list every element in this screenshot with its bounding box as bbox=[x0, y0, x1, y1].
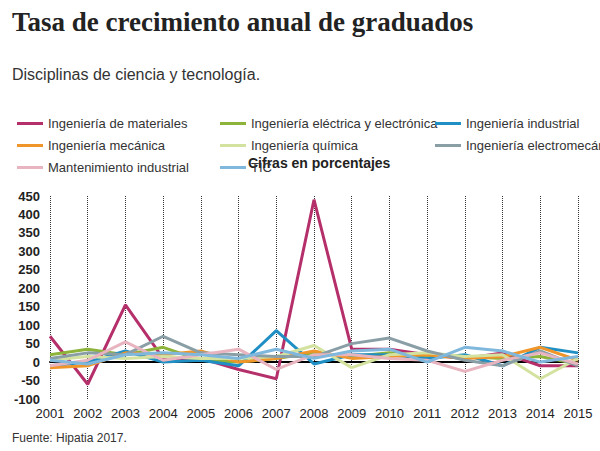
svg-text:400: 400 bbox=[18, 207, 40, 222]
svg-text:Ingeniería de materiales: Ingeniería de materiales bbox=[48, 116, 188, 131]
svg-text:Ingeniería electromecánica: Ingeniería electromecánica bbox=[466, 138, 600, 153]
svg-text:2011: 2011 bbox=[413, 406, 441, 421]
svg-text:2009: 2009 bbox=[337, 406, 366, 421]
svg-text:2004: 2004 bbox=[149, 406, 178, 421]
svg-text:2008: 2008 bbox=[300, 406, 329, 421]
svg-text:0: 0 bbox=[33, 355, 40, 370]
svg-text:2006: 2006 bbox=[224, 406, 253, 421]
svg-text:2001: 2001 bbox=[36, 406, 65, 421]
svg-text:2014: 2014 bbox=[526, 406, 555, 421]
svg-text:2012: 2012 bbox=[450, 406, 479, 421]
svg-text:Disciplinas de ciencia y tecno: Disciplinas de ciencia y tecnología. bbox=[12, 66, 260, 83]
svg-text:200: 200 bbox=[18, 281, 40, 296]
svg-text:100: 100 bbox=[18, 318, 40, 333]
svg-text:2015: 2015 bbox=[564, 406, 593, 421]
svg-text:-50: -50 bbox=[21, 373, 40, 388]
svg-text:2005: 2005 bbox=[186, 406, 215, 421]
svg-text:2010: 2010 bbox=[375, 406, 404, 421]
svg-text:Ingeniería eléctrica y electró: Ingeniería eléctrica y electrónica bbox=[251, 116, 438, 131]
svg-text:2013: 2013 bbox=[488, 406, 517, 421]
svg-text:50: 50 bbox=[26, 336, 40, 351]
svg-text:-100: -100 bbox=[14, 392, 40, 407]
svg-text:150: 150 bbox=[18, 299, 40, 314]
svg-text:Fuente: Hipatia 2017.: Fuente: Hipatia 2017. bbox=[12, 431, 127, 445]
svg-text:Ingeniería mecánica: Ingeniería mecánica bbox=[48, 138, 166, 153]
svg-text:Mantenimiento industrial: Mantenimiento industrial bbox=[48, 160, 189, 175]
svg-text:Cifras en porcentajes: Cifras en porcentajes bbox=[248, 155, 391, 171]
svg-text:Tasa de crecimiento anual de g: Tasa de crecimiento anual de graduados bbox=[12, 7, 473, 37]
svg-text:250: 250 bbox=[18, 262, 40, 277]
svg-text:Ingeniería industrial: Ingeniería industrial bbox=[466, 116, 580, 131]
svg-text:2002: 2002 bbox=[73, 406, 102, 421]
svg-text:2007: 2007 bbox=[262, 406, 291, 421]
svg-text:Ingeniería química: Ingeniería química bbox=[251, 138, 359, 153]
svg-text:350: 350 bbox=[18, 225, 40, 240]
svg-text:300: 300 bbox=[18, 244, 40, 259]
svg-text:2003: 2003 bbox=[111, 406, 140, 421]
svg-text:TIC: TIC bbox=[251, 160, 272, 175]
svg-text:450: 450 bbox=[18, 189, 40, 204]
